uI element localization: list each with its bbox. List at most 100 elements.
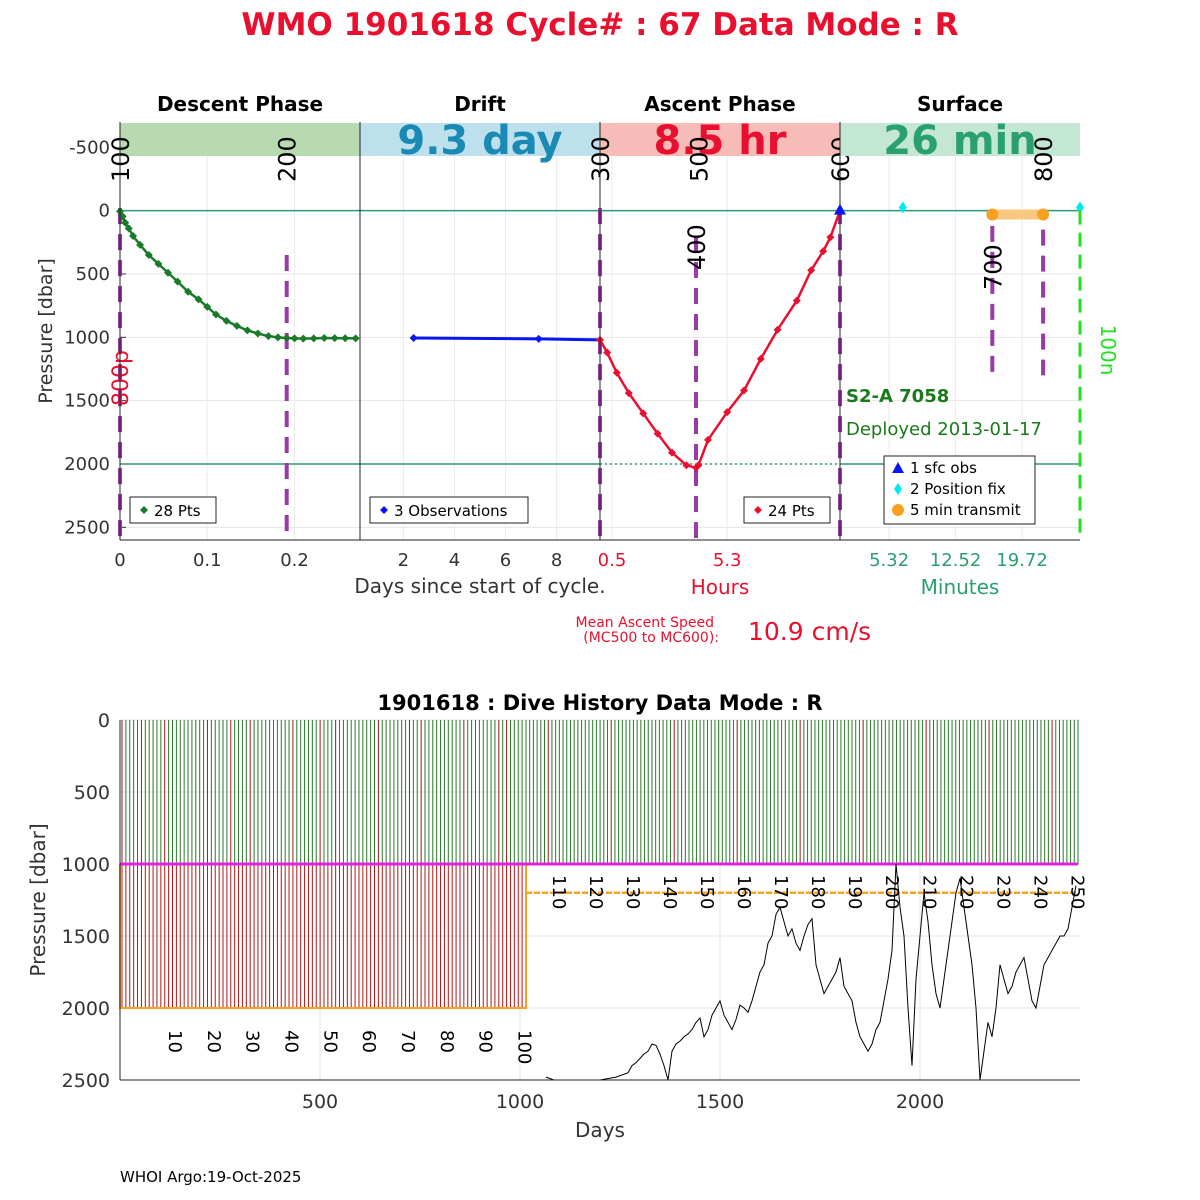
descent-side-label: 800p (109, 350, 134, 406)
data-point (682, 461, 691, 470)
data-point (668, 448, 676, 457)
cycle-label: 160 (733, 875, 754, 909)
data-point (351, 334, 360, 343)
x-tick-label: 1000 (496, 1091, 544, 1113)
transmit-marker (1037, 208, 1050, 221)
data-point (194, 295, 203, 304)
legend-text: 24 Pts (768, 502, 815, 520)
data-point (144, 251, 153, 259)
legend-text: 5 min transmit (910, 501, 1021, 519)
data-point (819, 247, 828, 256)
phase-bar-descent (120, 123, 360, 156)
data-point (154, 259, 163, 268)
x-axis-label: Days (575, 1118, 625, 1142)
data-point (124, 224, 133, 233)
dive-history-title: 1901618 : Dive History Data Mode : R (377, 691, 822, 715)
event-marker-label: 300 (587, 136, 615, 182)
data-point (309, 334, 318, 343)
phase-duration-drift: 9.3 day (397, 118, 562, 164)
event-marker-label: 100 (107, 136, 135, 182)
data-point (826, 233, 835, 242)
data-point (121, 218, 130, 227)
x-axis-label-ascent: Hours (691, 575, 750, 599)
data-point (773, 325, 782, 334)
data-point (756, 354, 765, 363)
data-point (694, 461, 703, 470)
x-tick-label: 1500 (696, 1091, 744, 1113)
event-marker-label: 200 (274, 136, 302, 182)
data-point (639, 409, 648, 418)
cycle-label: 130 (622, 875, 643, 909)
data-point (624, 389, 633, 398)
y-tick-label: 0 (98, 710, 110, 732)
phase-bar-drift (360, 123, 600, 156)
data-point (264, 332, 273, 341)
float-deployed-label: Deployed 2013-01-17 (846, 419, 1042, 440)
panel-title-descent: Descent Phase (157, 92, 323, 116)
data-point (612, 368, 621, 377)
legend-text: 3 Observations (394, 502, 508, 520)
data-point (136, 240, 145, 249)
panel-title-drift: Drift (454, 92, 506, 116)
data-point (653, 429, 662, 438)
cycle-label: 20 (203, 1030, 224, 1053)
data-point (173, 277, 182, 286)
float-sensor-label: S2-A 7058 (846, 386, 949, 407)
data-point (184, 287, 193, 296)
position-fix-marker (898, 201, 907, 214)
x-tick-label: 2 (398, 550, 409, 571)
cycle-label: 80 (436, 1030, 457, 1053)
y-tick-label: 500 (76, 264, 110, 285)
data-point (792, 296, 801, 305)
y-tick-label: 1000 (62, 854, 110, 876)
data-point (129, 232, 138, 240)
position-fix-marker (1076, 201, 1084, 214)
data-point (212, 310, 220, 319)
phase-bar-surface (840, 123, 1080, 156)
cycle-label: 70 (397, 1030, 418, 1053)
event-marker-label: 500 (685, 136, 713, 182)
cycle-label: 150 (696, 875, 717, 909)
x-tick-label: 0 (114, 550, 125, 571)
y-tick-label: -500 (69, 137, 110, 158)
data-point (299, 334, 308, 343)
transmit-marker (986, 208, 999, 221)
y-tick-label: 1000 (64, 327, 110, 348)
cycle-label: 230 (992, 875, 1013, 909)
x-tick-label: 0.2 (280, 550, 309, 571)
cycle-label: 180 (807, 875, 828, 909)
data-line-drift (413, 336, 601, 342)
data-point (273, 333, 282, 342)
panel-descent: Descent Phase 100 200 0 0.1 0.2 28 Pts 800p (107, 92, 360, 571)
x-tick-label: 19.72 (996, 550, 1048, 571)
data-point (409, 333, 418, 342)
y-tick-label: 1500 (64, 391, 110, 412)
cycle-label: 100 (514, 1030, 535, 1064)
x-axis-label-surface: Minutes (921, 575, 1000, 599)
legend-marker (892, 504, 904, 516)
data-point (222, 316, 231, 325)
data-point (253, 329, 262, 338)
legend-marker (140, 506, 148, 514)
cycle-label: 190 (844, 875, 865, 909)
x-tick-label: 8 (551, 550, 562, 571)
data-point (282, 333, 291, 342)
data-point (330, 334, 339, 343)
surface-obs-marker (834, 203, 846, 215)
x-tick-label: 4 (449, 550, 460, 571)
x-tick-label: 5.32 (869, 550, 909, 571)
data-line-descent (118, 210, 356, 340)
cycle-label: 110 (548, 875, 569, 909)
event-marker-label: 800 (1030, 136, 1058, 182)
ascent-speed-label-line2: (MC500 to MC600): (583, 630, 719, 646)
data-point (290, 334, 299, 343)
data-point (723, 408, 732, 417)
data-point (704, 435, 712, 444)
legend-marker (380, 506, 388, 514)
legend-text: 28 Pts (154, 502, 201, 520)
data-point (243, 326, 252, 335)
cycle-label: 40 (281, 1030, 302, 1053)
data-point (740, 386, 748, 395)
